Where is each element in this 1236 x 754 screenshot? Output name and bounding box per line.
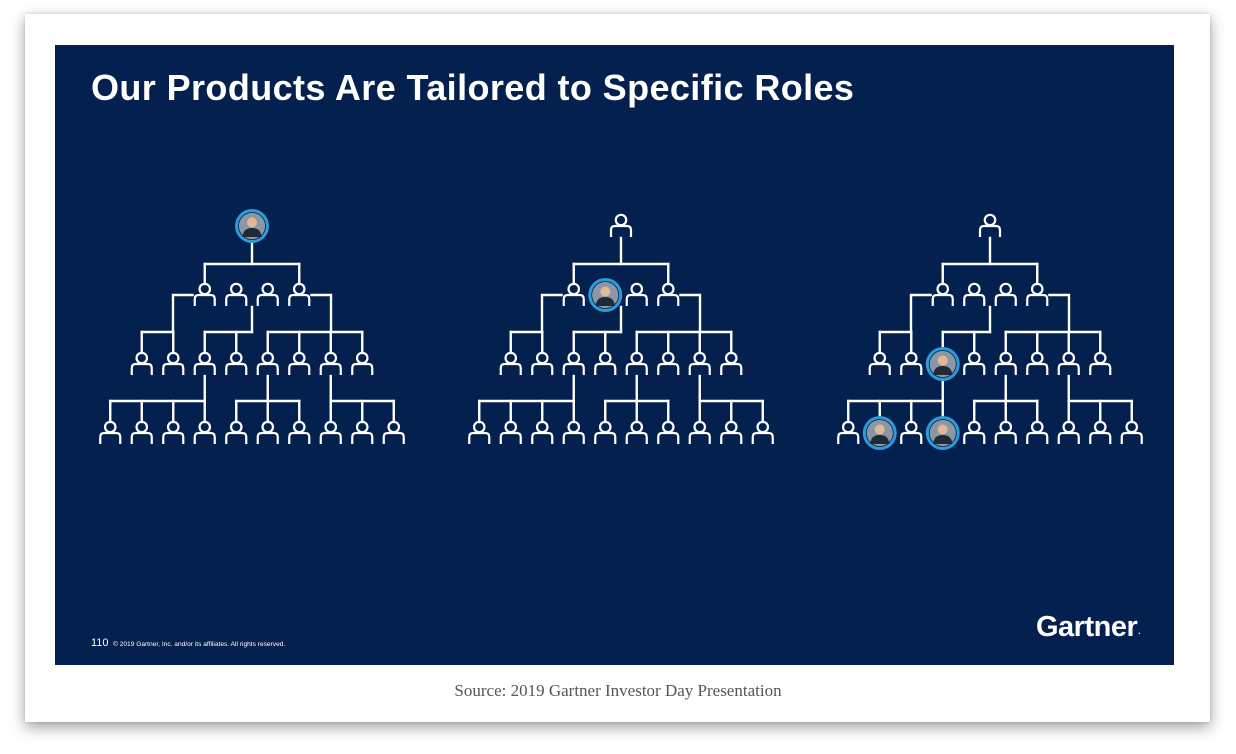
person-outline-icon — [562, 420, 585, 444]
person-outline-icon — [931, 282, 954, 306]
person-outline-icon — [1026, 420, 1049, 444]
connector-line — [171, 293, 194, 332]
brand-mark: . — [1138, 627, 1140, 636]
person-outline-icon — [868, 351, 891, 375]
connector-line — [310, 293, 333, 332]
person-outline-icon — [288, 282, 311, 306]
connector-line — [1048, 293, 1071, 332]
person-outline-icon — [1057, 351, 1080, 375]
person-outline-icon — [837, 420, 860, 444]
person-outline-icon — [193, 351, 216, 375]
person-outline-icon — [319, 351, 342, 375]
person-outline-icon — [688, 420, 711, 444]
person-outline-icon — [256, 420, 279, 444]
person-outline-icon — [994, 282, 1017, 306]
person-photo-icon — [235, 209, 269, 243]
person-outline-icon — [1057, 420, 1080, 444]
person-outline-icon — [288, 420, 311, 444]
person-outline-icon — [1089, 420, 1112, 444]
person-outline-icon — [994, 420, 1017, 444]
connector-line — [679, 293, 702, 332]
person-outline-icon — [625, 420, 648, 444]
org-chart-3 — [837, 213, 1143, 450]
person-outline-icon — [130, 420, 153, 444]
person-outline-icon — [657, 351, 680, 375]
person-outline-icon — [978, 213, 1002, 237]
person-outline-icon — [1026, 282, 1049, 306]
person-outline-icon — [288, 351, 311, 375]
person-outline-icon — [751, 420, 774, 444]
person-outline-icon — [562, 351, 585, 375]
person-outline-icon — [900, 420, 923, 444]
person-outline-icon — [225, 420, 248, 444]
person-outline-icon — [468, 420, 491, 444]
person-outline-icon — [625, 282, 648, 306]
person-outline-icon — [351, 420, 374, 444]
person-outline-icon — [594, 420, 617, 444]
person-photo-icon — [925, 416, 960, 450]
person-outline-icon — [225, 351, 248, 375]
person-outline-icon — [963, 351, 986, 375]
person-outline-icon — [1120, 420, 1143, 444]
person-outline-icon — [900, 351, 923, 375]
person-photo-icon — [925, 347, 960, 381]
person-outline-icon — [193, 420, 216, 444]
brand-name: Gartner — [1036, 611, 1138, 643]
connector-line — [909, 293, 932, 332]
person-outline-icon — [531, 351, 554, 375]
person-outline-icon — [720, 351, 743, 375]
person-outline-icon — [963, 282, 986, 306]
person-outline-icon — [688, 351, 711, 375]
person-outline-icon — [562, 282, 585, 306]
person-outline-icon — [256, 282, 279, 306]
person-outline-icon — [499, 351, 522, 375]
slide-title: Our Products Are Tailored to Specific Ro… — [91, 67, 855, 108]
person-outline-icon — [382, 420, 405, 444]
person-outline-icon — [225, 282, 248, 306]
person-outline-icon — [162, 351, 185, 375]
person-outline-icon — [319, 420, 342, 444]
person-outline-icon — [130, 351, 153, 375]
org-chart-1 — [99, 209, 405, 444]
person-outline-icon — [594, 351, 617, 375]
org-chart-2 — [468, 213, 774, 444]
connector-line — [540, 293, 563, 332]
person-outline-icon — [657, 282, 680, 306]
person-outline-icon — [994, 351, 1017, 375]
person-outline-icon — [193, 282, 216, 306]
gartner-logo: Gartner. — [1036, 611, 1140, 644]
person-outline-icon — [162, 420, 185, 444]
org-charts — [99, 209, 1143, 450]
page-number: 110 — [91, 637, 109, 649]
person-outline-icon — [499, 420, 522, 444]
person-outline-icon — [99, 420, 122, 444]
person-outline-icon — [1026, 351, 1049, 375]
person-outline-icon — [720, 420, 743, 444]
person-outline-icon — [256, 351, 279, 375]
person-outline-icon — [963, 420, 986, 444]
slide-footer: 110 © 2019 Gartner, Inc. and/or its affi… — [91, 633, 285, 651]
person-outline-icon — [531, 420, 554, 444]
slide: Our Products Are Tailored to Specific Ro… — [55, 45, 1174, 665]
person-photo-icon — [862, 416, 897, 450]
copyright-text: © 2019 Gartner, Inc. and/or its affiliat… — [113, 641, 286, 648]
person-outline-icon — [625, 351, 648, 375]
source-caption: Source: 2019 Gartner Investor Day Presen… — [454, 681, 782, 700]
person-outline-icon — [657, 420, 680, 444]
person-outline-icon — [351, 351, 374, 375]
person-outline-icon — [609, 213, 633, 237]
person-outline-icon — [1089, 351, 1112, 375]
person-photo-icon — [588, 278, 623, 312]
